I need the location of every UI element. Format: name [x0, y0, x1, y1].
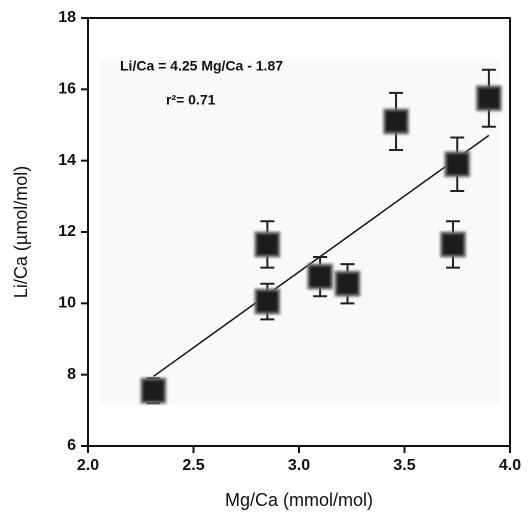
y-tick-label: 12 — [58, 223, 76, 240]
y-tick-label: 14 — [58, 152, 76, 169]
point — [254, 231, 281, 258]
x-axis-title: Mg/Ca (mmol/mol) — [225, 490, 373, 510]
x-tick-label: 3.0 — [288, 457, 310, 474]
point — [334, 270, 361, 297]
point — [440, 231, 467, 258]
y-tick-label: 16 — [58, 81, 76, 98]
x-tick-label: 2.0 — [77, 457, 99, 474]
y-tick-label: 6 — [67, 437, 76, 454]
x-tick-label: 3.5 — [393, 457, 415, 474]
point — [307, 263, 334, 290]
equation: Li/Ca = 4.25 Mg/Ca - 1.87 — [120, 58, 283, 74]
y-tick-label: 8 — [67, 366, 76, 383]
fit-line — [152, 134, 490, 378]
point — [383, 108, 410, 135]
point — [254, 288, 281, 315]
plot-background — [100, 60, 500, 405]
x-tick-label: 2.5 — [182, 457, 204, 474]
point — [140, 377, 167, 404]
y-tick-label: 10 — [58, 295, 76, 312]
y-tick-label: 18 — [58, 9, 76, 26]
r-squared: r²= 0.71 — [166, 92, 216, 108]
point — [444, 151, 471, 178]
point — [475, 85, 502, 112]
y-axis-title: Li/Ca (µmol/mol) — [11, 166, 31, 298]
x-tick-label: 4.0 — [499, 457, 521, 474]
